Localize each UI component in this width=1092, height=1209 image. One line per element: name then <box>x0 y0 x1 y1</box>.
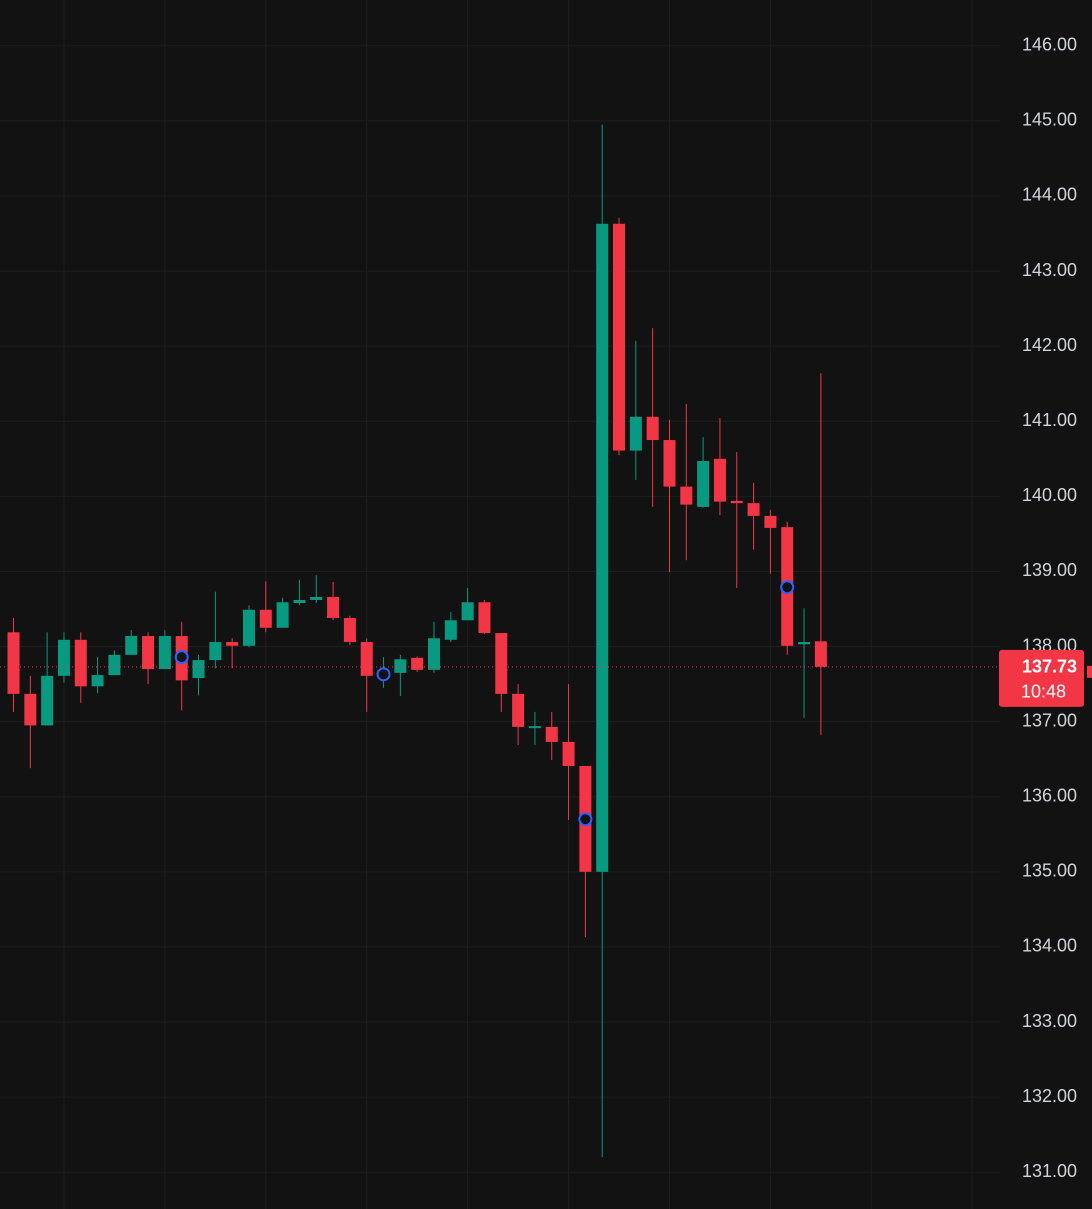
candle-body <box>276 602 289 628</box>
y-tick-label: 141.00 <box>1022 410 1077 430</box>
y-tick-label: 146.00 <box>1022 35 1077 55</box>
candle-body <box>343 618 356 643</box>
candle-body <box>596 223 609 872</box>
candle-body <box>24 693 37 726</box>
candle-body <box>495 633 508 694</box>
candle-body <box>91 675 104 687</box>
candle-body <box>142 636 155 670</box>
candle-body <box>259 609 272 628</box>
candle-body <box>461 602 474 621</box>
y-tick-label: 140.00 <box>1022 485 1077 505</box>
y-tick-label: 137.00 <box>1022 710 1077 730</box>
countdown-label: 10:48 <box>1021 682 1066 702</box>
candle-body <box>663 440 676 487</box>
candle-body <box>629 416 642 451</box>
candle-body <box>528 726 541 729</box>
candle-body <box>411 657 424 670</box>
y-tick-label: 136.00 <box>1022 785 1077 805</box>
candle-body <box>646 416 659 441</box>
candle-body <box>57 639 70 676</box>
candle-body <box>158 636 171 670</box>
y-tick-label: 132.00 <box>1022 1086 1077 1106</box>
candle-body <box>444 620 457 640</box>
candle-body <box>226 642 239 646</box>
candle-body <box>327 596 340 619</box>
candle-body <box>764 515 777 528</box>
last-price-box <box>999 649 1084 707</box>
y-tick-label: 135.00 <box>1022 861 1077 881</box>
candle-body <box>512 693 525 727</box>
y-tick-label: 134.00 <box>1022 936 1077 956</box>
last-price-label: 137.73 <box>1022 657 1077 677</box>
candle-body <box>74 639 87 687</box>
event-marker <box>578 812 593 827</box>
candle-body <box>209 642 222 661</box>
y-tick-label: 139.00 <box>1022 560 1077 580</box>
candle-body <box>814 641 827 667</box>
candle-body <box>360 642 373 676</box>
last-price-tick <box>1087 665 1092 678</box>
candle-body <box>242 609 255 646</box>
candle-body <box>293 599 306 603</box>
candle-body <box>478 602 491 634</box>
candle-body <box>41 675 54 726</box>
candle-body <box>310 596 323 600</box>
y-tick-label: 133.00 <box>1022 1011 1077 1031</box>
candle-body <box>713 458 726 502</box>
y-tick-label: 142.00 <box>1022 335 1077 355</box>
candle-body <box>428 638 440 670</box>
candle-body <box>192 660 205 679</box>
event-marker <box>174 650 189 665</box>
candle-body <box>7 632 20 694</box>
candle-body <box>798 642 811 645</box>
candle-body <box>108 654 121 676</box>
candle-body <box>730 500 743 504</box>
event-marker <box>376 667 391 682</box>
y-tick-label: 145.00 <box>1022 110 1077 130</box>
event-marker <box>780 580 795 595</box>
candle-body <box>562 741 575 766</box>
candle-body <box>747 503 760 516</box>
y-tick-label: 144.00 <box>1022 185 1077 205</box>
candle-body <box>125 636 138 655</box>
candle-body <box>545 726 558 742</box>
candle-body <box>697 461 710 507</box>
candle-body <box>680 486 693 505</box>
candle-body <box>613 223 626 451</box>
candle-body <box>394 659 407 673</box>
y-tick-label: 131.00 <box>1022 1161 1077 1181</box>
y-tick-label: 143.00 <box>1022 260 1077 280</box>
